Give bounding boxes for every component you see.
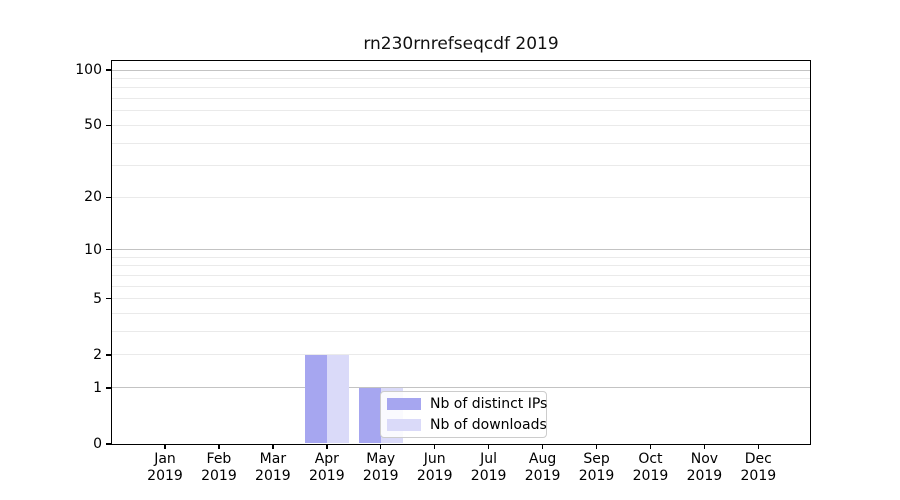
y-gridline-minor: [112, 110, 810, 112]
y-gridline-minor: [112, 87, 810, 89]
x-tick-year: 2019: [255, 468, 291, 484]
bar-distinct-ips: [358, 387, 381, 443]
y-gridline-minor: [112, 196, 810, 198]
y-tick-label: 5: [93, 290, 102, 307]
x-tick-mark: [326, 444, 328, 449]
y-gridline-minor: [112, 124, 810, 126]
x-tick-month: May: [366, 451, 396, 467]
x-tick-mark: [649, 444, 652, 449]
legend-item: Nb of downloads: [387, 417, 547, 433]
legend-label: Nb of distinct IPs: [430, 396, 548, 412]
y-tick-mark: [106, 354, 111, 356]
x-tick-mark: [218, 444, 220, 449]
y-tick-mark: [106, 124, 111, 127]
x-tick-month: Dec: [744, 451, 772, 467]
x-tick-month: Apr: [314, 451, 339, 467]
x-tick-year: 2019: [740, 468, 777, 484]
chart-title: rn230rnrefseqcdf 2019: [363, 34, 559, 54]
x-tick-label: Nov 2019: [676, 451, 732, 485]
x-tick-year: 2019: [524, 468, 561, 484]
y-tick-label: 0: [93, 436, 102, 452]
y-tick-mark: [106, 69, 111, 71]
x-tick-mark: [487, 444, 490, 449]
x-tick-month: Nov: [690, 451, 719, 467]
x-tick-year: 2019: [147, 468, 183, 484]
x-tick-month: Aug: [528, 451, 557, 467]
y-gridline-minor: [112, 313, 810, 315]
x-tick-month: Jan: [154, 451, 176, 467]
y-tick-mark: [106, 387, 111, 389]
x-tick-label: Oct 2019: [622, 451, 678, 485]
x-tick-mark: [380, 444, 382, 449]
y-gridline-minor: [112, 142, 810, 144]
y-tick-mark: [106, 248, 111, 251]
y-tick-label: 100: [75, 62, 102, 78]
y-tick-mark: [106, 443, 111, 445]
x-tick-mark: [703, 444, 706, 449]
x-tick-month: Mar: [259, 451, 287, 467]
y-tick-mark: [106, 196, 111, 198]
x-tick-label: Jan 2019: [137, 451, 193, 485]
x-tick-mark: [595, 444, 598, 449]
x-tick-label: Dec 2019: [730, 451, 786, 485]
y-tick-label: 1: [93, 379, 102, 396]
x-tick-month: Jun: [423, 451, 446, 467]
y-tick-label: 2: [93, 346, 102, 363]
x-tick-label: Aug 2019: [515, 451, 571, 485]
legend: Nb of distinct IPs Nb of downloads: [380, 391, 547, 438]
y-gridline-minor: [112, 274, 810, 276]
x-tick-month: Oct: [638, 451, 663, 467]
y-gridline-minor: [112, 265, 810, 267]
x-tick-year: 2019: [578, 468, 615, 484]
x-tick-mark: [757, 444, 760, 449]
y-gridline-minor: [112, 256, 810, 258]
x-tick-year: 2019: [201, 468, 237, 484]
y-tick-mark: [106, 298, 111, 300]
y-gridline-minor: [112, 165, 810, 167]
plot-area: [111, 60, 811, 445]
y-gridline-minor: [112, 354, 810, 356]
y-gridline-minor: [112, 298, 810, 300]
bar-distinct-ips: [305, 354, 327, 443]
x-tick-year: 2019: [632, 468, 669, 484]
x-tick-mark: [272, 444, 274, 449]
bar-downloads: [326, 354, 349, 443]
y-gridline-major: [112, 387, 810, 389]
x-tick-month: Jul: [480, 451, 498, 467]
x-tick-label: Jul 2019: [461, 451, 517, 485]
x-tick-year: 2019: [416, 468, 453, 484]
x-tick-label: Jun 2019: [407, 451, 463, 485]
x-tick-year: 2019: [362, 468, 399, 484]
y-tick-label: 10: [84, 241, 102, 258]
x-tick-label: May 2019: [353, 451, 409, 485]
x-tick-mark: [164, 444, 166, 449]
legend-label: Nb of downloads: [430, 417, 547, 433]
legend-item: Nb of distinct IPs: [387, 396, 547, 412]
x-tick-year: 2019: [308, 468, 345, 484]
y-gridline-minor: [112, 98, 810, 100]
x-tick-label: Apr 2019: [299, 451, 355, 485]
y-gridline-minor: [112, 285, 810, 287]
y-tick-label: 20: [84, 189, 102, 206]
y-gridline-major: [112, 249, 810, 251]
y-gridline-major: [112, 69, 810, 71]
x-tick-label: Mar 2019: [245, 451, 301, 485]
x-tick-year: 2019: [686, 468, 723, 484]
y-gridline-minor: [112, 77, 810, 79]
x-tick-year: 2019: [470, 468, 507, 484]
x-tick-label: Sep 2019: [569, 451, 625, 485]
x-tick-label: Feb 2019: [191, 451, 247, 485]
legend-swatch-icon: [387, 419, 421, 431]
y-gridline-minor: [112, 331, 810, 333]
x-tick-month: Sep: [583, 451, 610, 467]
x-tick-month: Feb: [206, 451, 232, 467]
y-tick-label: 50: [84, 117, 102, 134]
x-tick-mark: [541, 444, 544, 449]
x-tick-mark: [434, 444, 436, 449]
legend-swatch-icon: [387, 398, 421, 410]
